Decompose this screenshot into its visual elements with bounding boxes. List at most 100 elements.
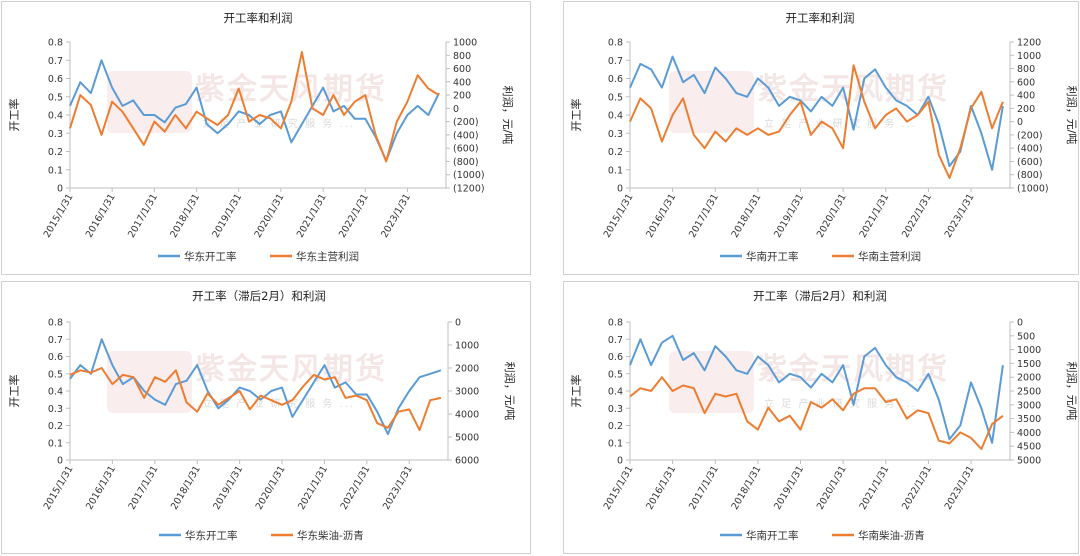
- y2-tick-label: (600): [453, 144, 479, 155]
- x-tick-label: 2021/1/31: [858, 464, 892, 512]
- x-tick-label: 2021/1/31: [296, 464, 330, 512]
- y2-tick-label: 0: [1017, 318, 1023, 329]
- legend: 华东开工率 华东主营利润: [158, 250, 359, 263]
- watermark-brand: 紫金天风期货: [195, 72, 387, 107]
- x-tick-label: 2023/1/31: [379, 192, 413, 240]
- y2-tick-label: 600: [1017, 77, 1035, 88]
- watermark-motto: 立 足 产 业 研 究 服 务 ...: [202, 117, 355, 130]
- y-axis-label: 开工率: [569, 99, 583, 132]
- y-tick-label: 0.3: [608, 129, 623, 140]
- x-tick-label: 2022/1/31: [900, 192, 934, 240]
- y2-tick-label: (1000): [1017, 184, 1049, 195]
- x-tick-label: 2019/1/31: [772, 192, 806, 240]
- x-tick-label: 2016/1/31: [84, 192, 118, 240]
- y-axis-label: 开工率: [7, 375, 21, 408]
- chart-panel-south-spread: 紫金天风期货立 足 产 业 研 究 服 务 ... 开工率（滞后2月）和利润 0 0.…: [563, 281, 1079, 554]
- y2-tick-label: 4500: [1017, 442, 1041, 453]
- y-tick-label: 0.3: [48, 129, 63, 140]
- x-tick-label: 2017/1/31: [687, 192, 721, 240]
- legend-label: 华南柴油-沥青: [858, 529, 925, 542]
- y2-tick-label: 0: [1017, 117, 1023, 128]
- legend-label: 华南开工率: [746, 529, 799, 542]
- chart-title: 开工率和利润: [224, 11, 293, 25]
- series-line-right: [69, 51, 440, 163]
- y-tick-label: 0.5: [48, 92, 63, 103]
- y2-axis-label: 利润，元/吨: [1065, 86, 1079, 145]
- y-tick-label: 0.3: [608, 404, 623, 415]
- x-tick-label: 2021/1/31: [295, 192, 329, 240]
- series-line-left: [629, 334, 1004, 444]
- x-tick-label: 2023/1/31: [943, 464, 977, 512]
- y2-tick-label: 200: [1017, 104, 1035, 115]
- y-tick-label: 0.6: [48, 352, 63, 363]
- y2-tick-label: 200: [453, 91, 471, 102]
- x-tick-label: 2017/1/31: [126, 192, 160, 240]
- x-tick-label: 2015/1/31: [602, 192, 636, 240]
- legend-label: 华东主营利润: [296, 250, 359, 263]
- y2-tick-label: 600: [453, 64, 471, 75]
- x-tick-label: 2023/1/31: [381, 464, 415, 512]
- series-line-right: [69, 367, 442, 432]
- x-tick-label: 2018/1/31: [169, 464, 203, 512]
- x-tick-label: 2015/1/31: [42, 464, 76, 512]
- y2-tick-label: 1000: [1017, 51, 1041, 62]
- y2-tick-label: 400: [453, 77, 471, 88]
- x-tick-label: 2022/1/31: [339, 464, 373, 512]
- y-tick-label: 0.6: [608, 74, 623, 85]
- y2-tick-label: 3000: [1017, 400, 1041, 411]
- y2-tick-label: 6000: [455, 456, 479, 467]
- y2-tick-label: 0: [455, 318, 461, 329]
- x-tick-label: 2020/1/31: [815, 192, 849, 240]
- watermark-seal: [107, 71, 192, 133]
- y-tick-label: 0: [57, 456, 63, 467]
- x-tick-label: 2019/1/31: [772, 464, 806, 512]
- y-tick-label: 0.8: [48, 38, 63, 49]
- y2-tick-label: 0: [453, 104, 459, 115]
- y2-tick-label: (200): [453, 117, 479, 128]
- y-tick-label: 0: [617, 456, 623, 467]
- y2-tick-label: 5000: [1017, 456, 1041, 467]
- x-tick-label: 2022/1/31: [337, 192, 371, 240]
- x-tick-label: 2023/1/31: [943, 192, 977, 240]
- x-tick-label: 2022/1/31: [900, 464, 934, 512]
- y2-tick-label: 400: [1017, 91, 1035, 102]
- watermark-brand: 紫金天风期货: [757, 352, 949, 387]
- watermark-motto: 立 足 产 业 研 究 服 务 ...: [764, 397, 917, 410]
- y-axis-label: 开工率: [569, 375, 583, 408]
- series-line-left: [629, 55, 1004, 171]
- y-tick-label: 0.4: [608, 111, 623, 122]
- y-tick-label: 0.5: [608, 369, 623, 380]
- y-tick-label: 0.7: [48, 56, 63, 67]
- x-tick-label: 2018/1/31: [730, 192, 764, 240]
- y-tick-label: 0: [57, 184, 63, 195]
- x-tick-label: 2020/1/31: [254, 464, 288, 512]
- y2-tick-label: (800): [453, 157, 479, 168]
- y-tick-label: 0.2: [48, 421, 63, 432]
- x-tick-label: 2015/1/31: [42, 192, 76, 240]
- y2-tick-label: (800): [1017, 170, 1043, 181]
- series-line-right: [629, 376, 1004, 450]
- x-tick-label: 2016/1/31: [84, 464, 118, 512]
- chart-panel-east-profit: 紫金天风期货立 足 产 业 研 究 服 务 ... 开工率和利润 0 0.1 0.2 0.…: [1, 1, 531, 275]
- x-tick-label: 2020/1/31: [253, 192, 287, 240]
- y2-tick-label: (400): [453, 130, 479, 141]
- y-tick-label: 0.4: [48, 111, 63, 122]
- series-line-right: [629, 64, 1004, 179]
- y-tick-label: 0.7: [48, 335, 63, 346]
- legend: 华南开工率 华南柴油-沥青: [720, 529, 925, 542]
- x-tick-label: 2016/1/31: [644, 192, 678, 240]
- y2-tick-label: (600): [1017, 157, 1043, 168]
- y2-tick-label: 4000: [455, 410, 479, 421]
- y2-axis-label: 利润，元/吨: [503, 362, 517, 421]
- y-tick-label: 0.8: [48, 318, 63, 329]
- legend-label: 华南主营利润: [858, 250, 921, 263]
- chart-title: 开工率和利润: [786, 11, 855, 25]
- series-line-left: [69, 338, 442, 436]
- chart-title: 开工率（滞后2月）和利润: [192, 289, 326, 303]
- x-tick-label: 2018/1/31: [168, 192, 202, 240]
- y-tick-label: 0.8: [608, 318, 623, 329]
